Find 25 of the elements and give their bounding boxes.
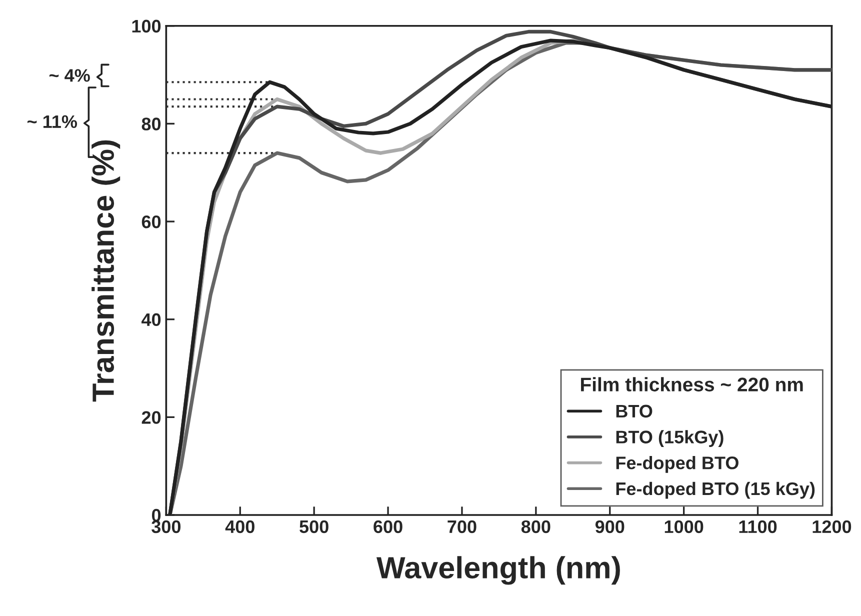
x-tick-label: 1200 <box>812 520 852 534</box>
y-tick-label: 20 <box>142 411 161 424</box>
x-tick-label: 500 <box>300 520 328 534</box>
y-tick-label: 60 <box>142 215 161 228</box>
legend-label: Fe-doped BTO <box>616 456 738 473</box>
y-tick-label: 80 <box>142 118 161 130</box>
legend-label: BTO (15kGy) <box>616 430 724 448</box>
legend-title: Film thickness ~ 220 nm <box>581 377 803 392</box>
text: ~ 4% <box>49 69 90 82</box>
y-tick-label: 100 <box>132 20 161 33</box>
y-axis-title: Transmittance (%) <box>92 140 120 402</box>
x-tick-label: 700 <box>448 520 476 534</box>
x-tick-label: 300 <box>152 520 180 534</box>
y-tick-label: 40 <box>142 313 161 326</box>
x-tick-label: 1100 <box>739 520 777 534</box>
text: ~ 11% <box>28 115 78 128</box>
x-axis-title: Wavelength (nm) <box>376 556 620 585</box>
x-tick-label: 400 <box>225 520 254 534</box>
legend-label: BTO <box>616 404 652 418</box>
x-tick-label: 1000 <box>664 520 704 534</box>
x-tick-label: 600 <box>374 520 402 534</box>
legend-label: Fe-doped BTO (15 kGy) <box>616 482 815 499</box>
x-tick-label: 900 <box>595 520 624 534</box>
y-tick-label: 0 <box>152 508 161 522</box>
x-tick-label: 800 <box>521 520 550 534</box>
